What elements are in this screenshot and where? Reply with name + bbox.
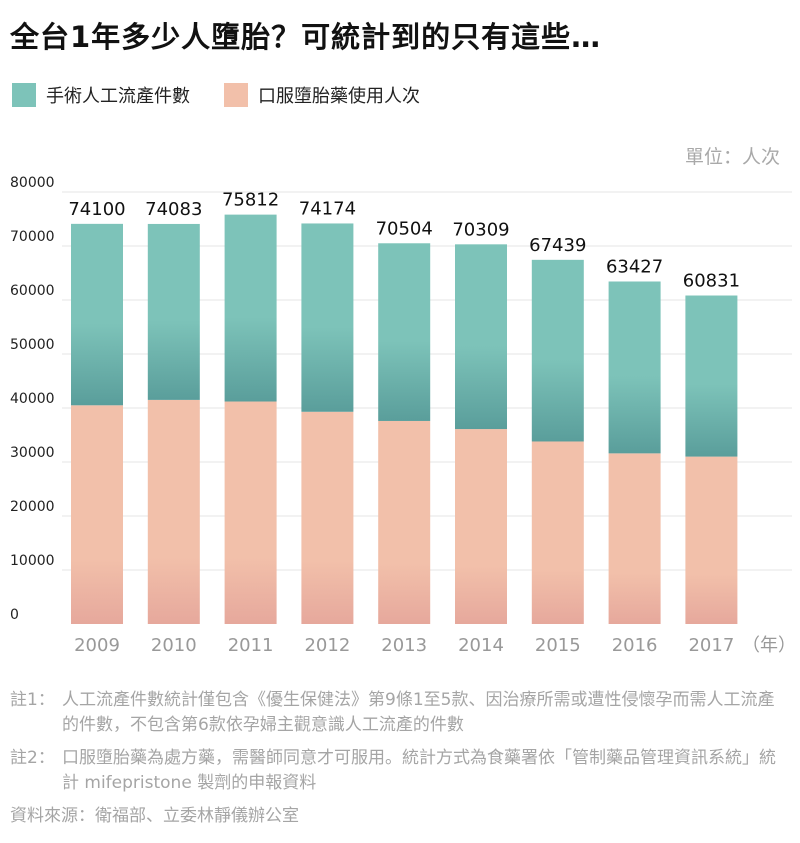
chart-title: 全台1年多少人墮胎？可統計到的只有這些… xyxy=(10,20,602,54)
stacked-bar-chart: 0 10000 20000 30000 40000 50000 60000 70000 8000… xyxy=(10,175,796,656)
bar-surgical xyxy=(608,281,661,454)
legend-swatch-surgical xyxy=(12,83,36,107)
bar-surgical xyxy=(531,259,584,442)
x-tick-label: 2015 xyxy=(535,635,581,656)
x-tick-label: 2017 xyxy=(688,635,734,656)
data-label: 63427 xyxy=(606,256,663,277)
x-tick-label: 2010 xyxy=(151,635,197,656)
bar-oral-pill xyxy=(531,441,584,624)
note-1-label: 註1： xyxy=(10,690,55,710)
bar-surgical xyxy=(378,243,431,421)
x-tick-label: 2014 xyxy=(458,635,504,656)
data-label: 60831 xyxy=(683,271,740,292)
legend: 手術人工流產件數 口服墮胎藥使用人次 xyxy=(12,82,454,108)
x-tick-label: 2009 xyxy=(74,635,120,656)
bar-oral-pill xyxy=(301,411,354,624)
y-tick-label: 20000 xyxy=(10,499,55,515)
legend-item-oral-pill: 口服墮胎藥使用人次 xyxy=(224,82,420,108)
bar-surgical xyxy=(147,223,200,400)
legend-label-oral-pill: 口服墮胎藥使用人次 xyxy=(258,86,420,107)
y-tick-label: 30000 xyxy=(10,445,55,461)
bar-oral-pill xyxy=(608,453,661,624)
x-axis-unit: （年） xyxy=(742,635,796,656)
y-tick-label: 0 xyxy=(10,607,19,623)
data-label: 74100 xyxy=(68,199,125,220)
y-tick-label: 10000 xyxy=(10,553,55,569)
data-label: 75812 xyxy=(222,190,279,211)
bar-surgical xyxy=(71,223,123,406)
bar-surgical xyxy=(685,295,738,457)
legend-swatch-oral-pill xyxy=(224,83,248,107)
unit-label: 單位：人次 xyxy=(684,146,780,168)
bar-oral-pill xyxy=(378,420,431,624)
data-label: 67439 xyxy=(529,235,586,256)
bar-surgical xyxy=(455,244,507,430)
y-tick-label: 60000 xyxy=(10,283,55,299)
bar-oral-pill xyxy=(147,399,200,624)
note-2-text: 口服墮胎藥為處方藥，需醫師同意才可服用。統計方式為食藥署依「管制藥品管理資訊系統… xyxy=(62,748,776,793)
y-tick-label: 50000 xyxy=(10,337,55,353)
note-2: 註2： 口服墮胎藥為處方藥，需醫師同意才可服用。統計方式為食藥署依「管制藥品管理… xyxy=(10,746,790,796)
x-tick-label: 2016 xyxy=(612,635,658,656)
bar-oral-pill xyxy=(71,405,123,624)
x-tick-label: 2013 xyxy=(381,635,427,656)
y-tick-label: 40000 xyxy=(10,391,55,407)
bar-oral-pill xyxy=(455,429,507,624)
source-text: 資料來源：衛福部、立委林靜儀辦公室 xyxy=(10,806,299,826)
data-label: 74083 xyxy=(145,199,202,220)
bar-surgical xyxy=(301,223,354,412)
note-2-label: 註2： xyxy=(10,748,55,768)
data-label: 70504 xyxy=(376,218,433,239)
note-1: 註1： 人工流產件數統計僅包含《優生保健法》第9條1至5款、因治療所需或遭性侵懷… xyxy=(10,688,790,738)
x-tick-label: 2012 xyxy=(304,635,350,656)
bar-oral-pill xyxy=(685,456,738,624)
notes: 註1： 人工流產件數統計僅包含《優生保健法》第9條1至5款、因治療所需或遭性侵懷… xyxy=(10,688,790,829)
note-1-text: 人工流產件數統計僅包含《優生保健法》第9條1至5款、因治療所需或遭性侵懷孕而需人… xyxy=(62,690,775,735)
y-tick-label: 80000 xyxy=(10,175,55,191)
x-tick-label: 2011 xyxy=(228,635,274,656)
y-tick-label: 70000 xyxy=(10,229,55,245)
legend-label-surgical: 手術人工流產件數 xyxy=(46,86,190,107)
data-label: 70309 xyxy=(452,219,509,240)
bar-surgical xyxy=(224,214,277,402)
data-label: 74174 xyxy=(299,198,356,219)
bar-oral-pill xyxy=(224,401,277,624)
legend-item-surgical: 手術人工流產件數 xyxy=(12,82,190,108)
